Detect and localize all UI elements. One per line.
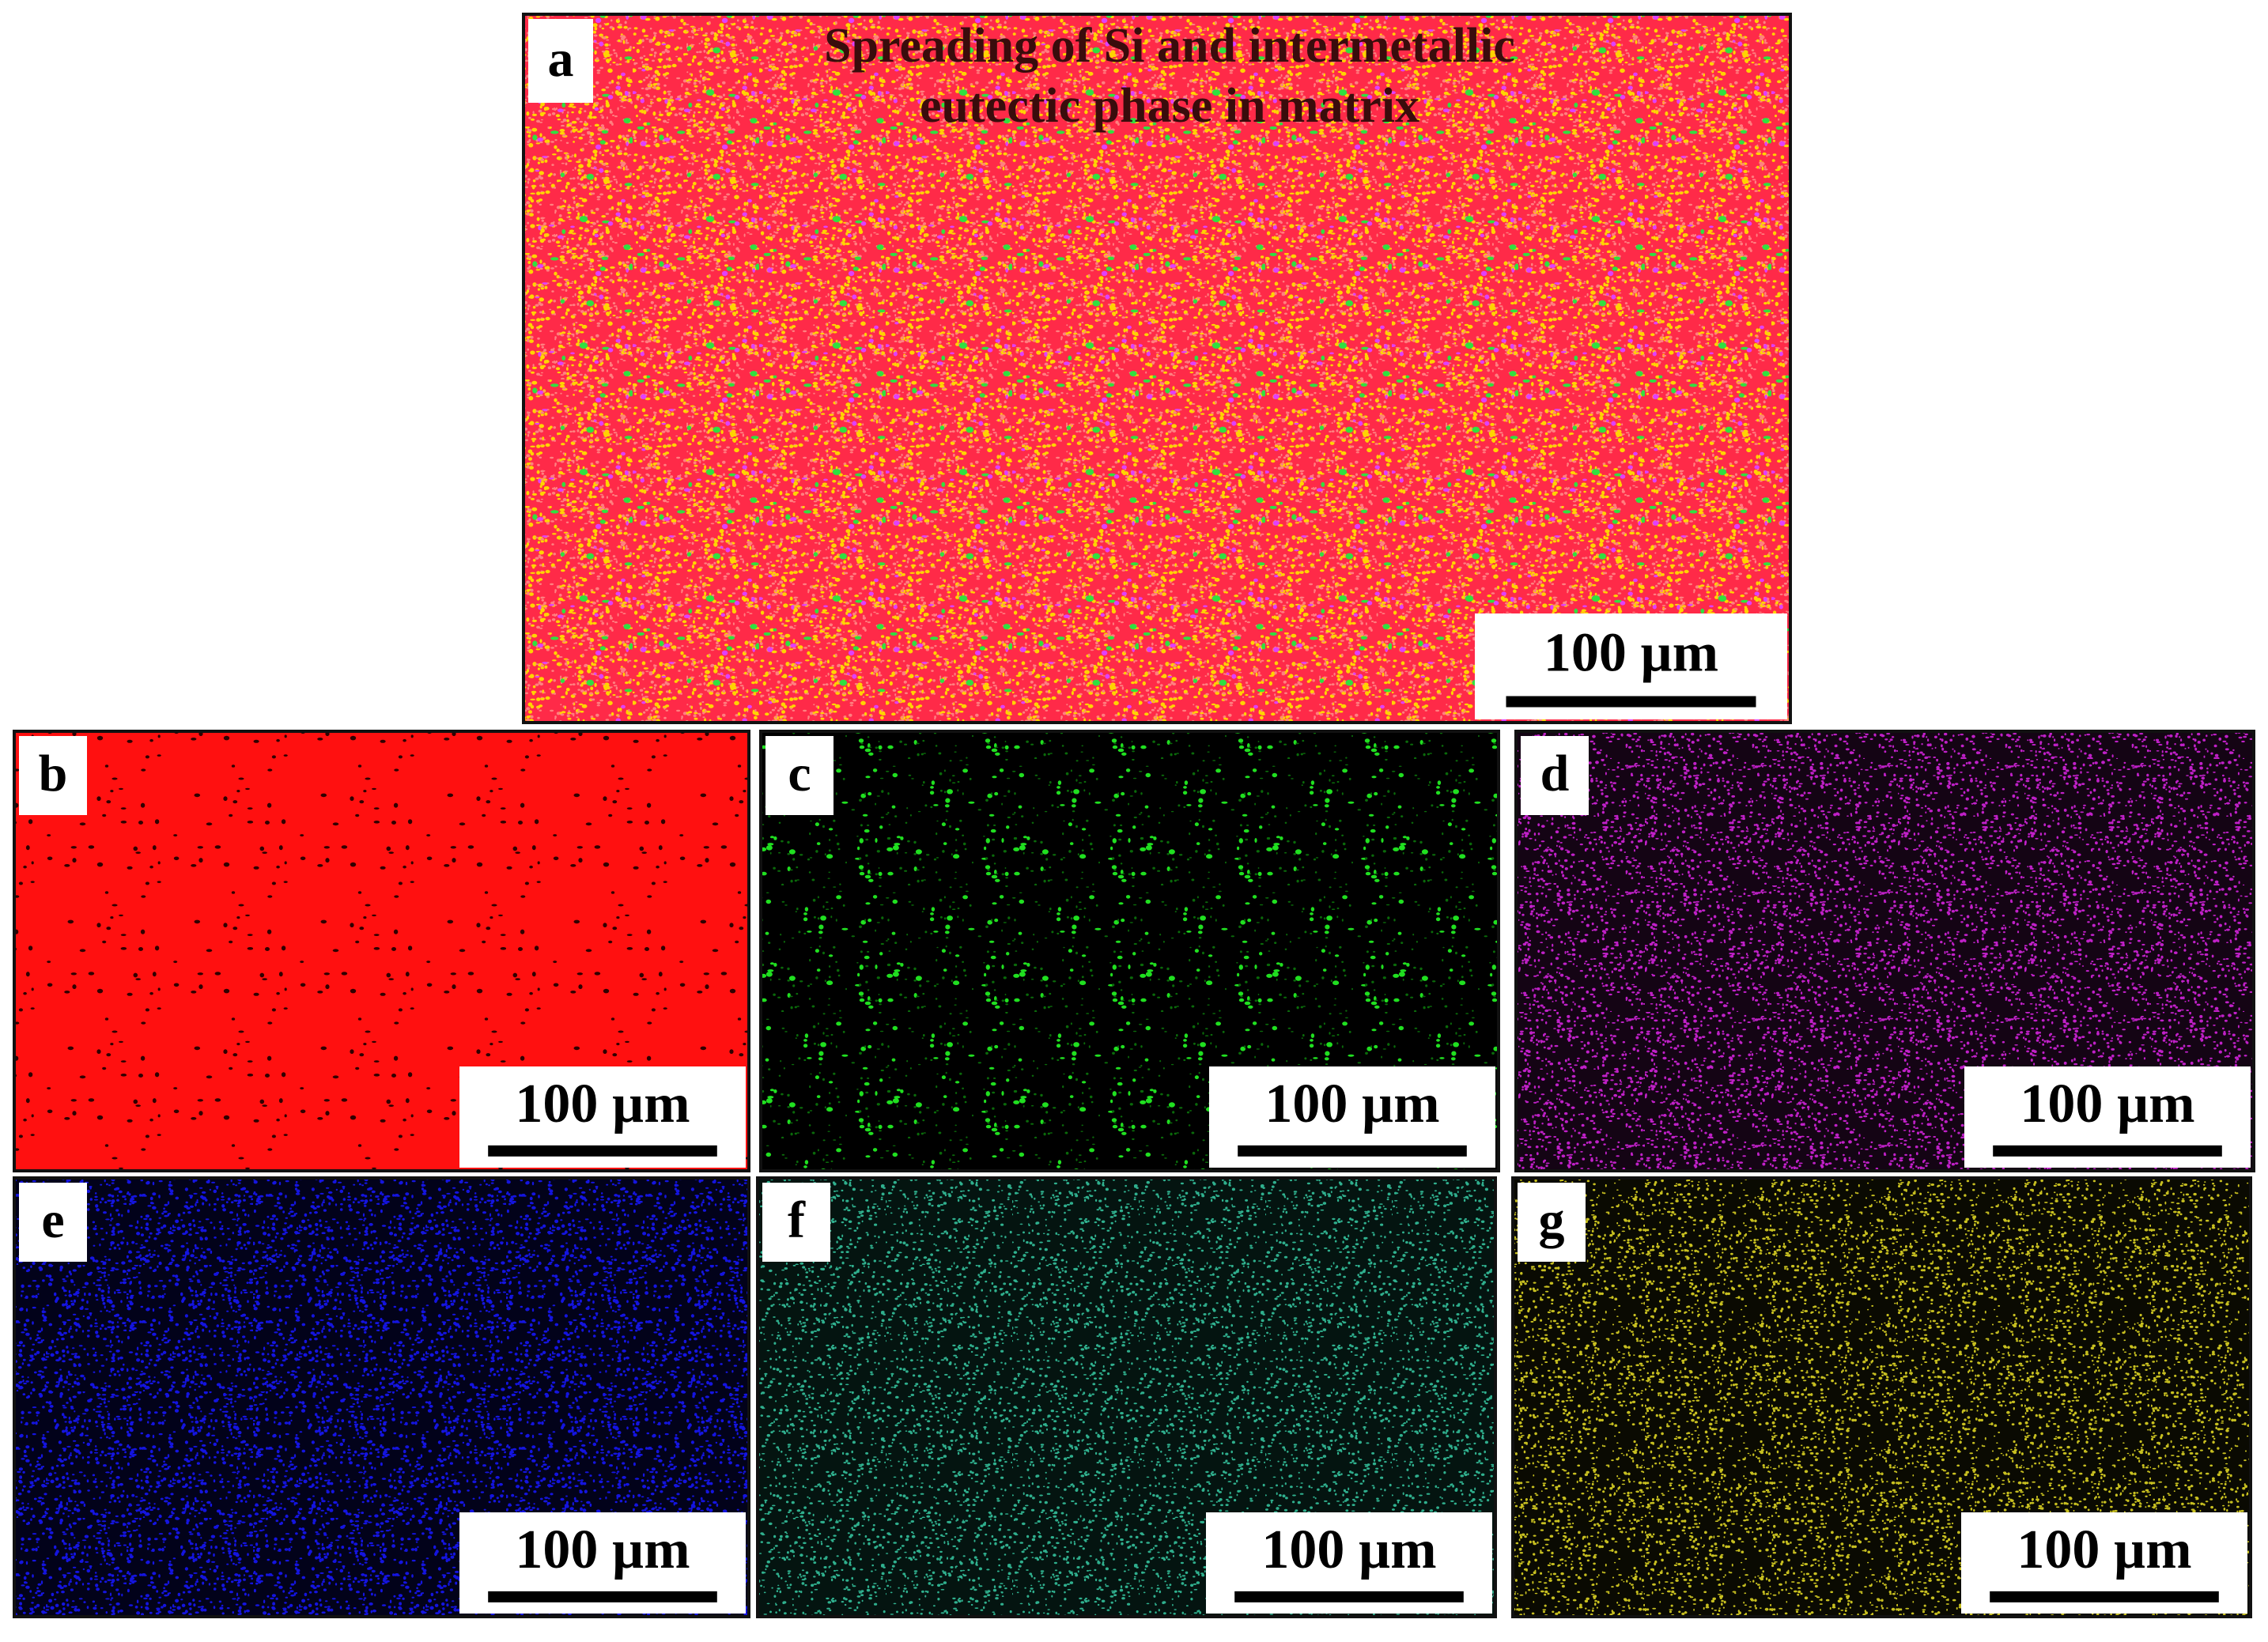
panel-title: eutectic phase in matrix: [920, 79, 1419, 133]
panel-label: f: [788, 1191, 806, 1249]
panel-title: Spreading of Si and intermetallic: [824, 19, 1515, 73]
scale-bar: [1238, 1145, 1467, 1157]
panel: e 100 µm: [13, 1176, 750, 1618]
panel-label: c: [788, 745, 811, 802]
label-box: [1518, 1183, 1586, 1262]
panel: c 100 µm: [759, 730, 1500, 1172]
panel: a Spreading of Si and intermetallic eutect…: [522, 13, 1792, 724]
panel-label: e: [41, 1191, 64, 1249]
scale-label: 100 µm: [1544, 622, 1718, 683]
panel: g 100 µm: [1511, 1176, 2252, 1618]
scale-bar: [488, 1591, 717, 1602]
label-box: [762, 1183, 830, 1262]
scale-label: 100 µm: [2020, 1074, 2194, 1134]
scale-bar: [488, 1145, 717, 1157]
scale-label: 100 µm: [515, 1074, 690, 1134]
label-box: [19, 1183, 87, 1262]
scale-label: 100 µm: [1261, 1519, 1436, 1580]
panel: d 100 µm: [1514, 730, 2255, 1172]
label-box: [528, 19, 593, 103]
scale-bar: [1506, 696, 1756, 708]
scale-label: 100 µm: [2017, 1519, 2191, 1580]
scale-bar: [1990, 1591, 2219, 1602]
scale-label: 100 µm: [515, 1519, 690, 1580]
panel-label: a: [548, 30, 574, 88]
scale-bar: [1234, 1591, 1464, 1602]
micrograph: [522, 13, 1792, 724]
panel-label: g: [1539, 1191, 1565, 1249]
label-box: [765, 736, 833, 815]
panel-label: b: [39, 745, 68, 802]
panel: f 100 µm: [756, 1176, 1497, 1618]
label-box: [1521, 736, 1589, 815]
panel: b 100 µm: [13, 730, 750, 1172]
scale-bar: [1993, 1145, 2222, 1157]
scale-label: 100 µm: [1264, 1074, 1439, 1134]
panel-label: d: [1540, 745, 1570, 802]
label-box: [19, 736, 87, 815]
